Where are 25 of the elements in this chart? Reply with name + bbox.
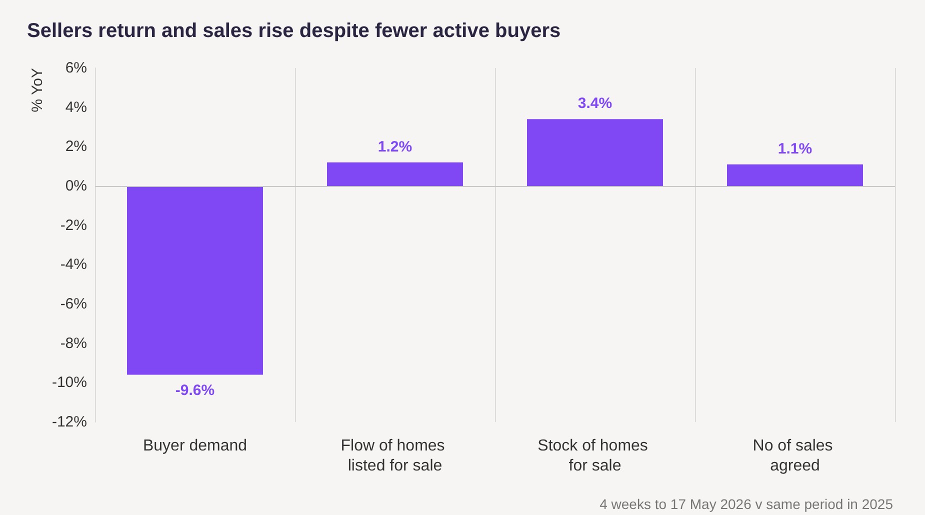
y-tick-label: -8% [60, 334, 87, 352]
y-tick-label: -12% [52, 414, 87, 430]
y-axis-title: % YoY [29, 68, 46, 112]
data-label: -9.6% [175, 382, 215, 399]
y-tick-label: -10% [52, 374, 87, 392]
data-label: 3.4% [578, 95, 612, 112]
bar [727, 164, 863, 186]
y-tick-label: -6% [60, 296, 87, 312]
data-label: 1.2% [378, 138, 412, 156]
y-tick-label: -4% [60, 256, 87, 274]
bar [527, 119, 663, 186]
bar [327, 162, 463, 186]
y-tick-label: 4% [65, 98, 87, 116]
x-tick-label: Stock of homes for sale [538, 438, 652, 474]
y-tick-label: 2% [65, 138, 87, 156]
x-tick-label: Buyer demand [142, 438, 248, 454]
y-tick-label: 0% [65, 178, 87, 194]
chart-title: Sellers return and sales rise despite fewer active buyers [27, 20, 561, 42]
y-tick-label: -2% [60, 216, 87, 234]
text: 4 weeks to 17 May 2026 v same period in 2025 [600, 496, 894, 512]
y-tick-label: 6% [65, 60, 87, 76]
x-tick-label: No of sales agreed [752, 438, 838, 474]
x-tick-label: Flow of homes listed for sale [340, 438, 450, 474]
data-label: 1.1% [778, 140, 812, 158]
bar [127, 186, 263, 375]
